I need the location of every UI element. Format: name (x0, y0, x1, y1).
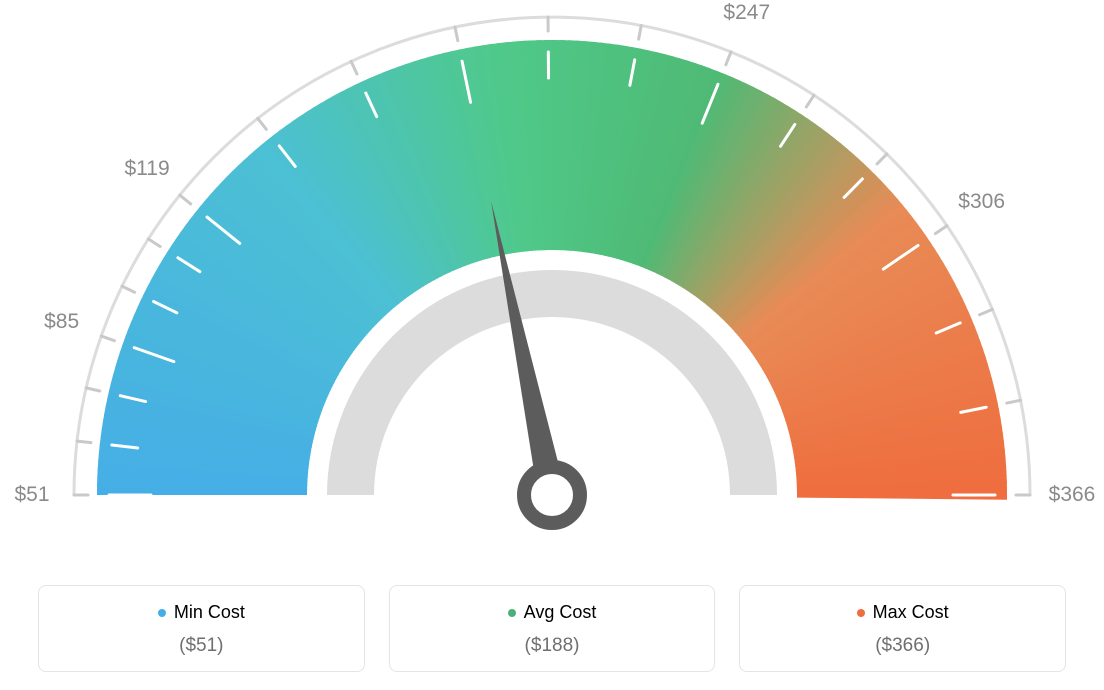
tick-label: $119 (124, 157, 169, 181)
legend-label-max: Max Cost (873, 602, 949, 623)
legend-dot-max (857, 609, 865, 617)
legend-title-max: Max Cost (857, 602, 949, 623)
gauge-svg (0, 0, 1104, 560)
legend-dot-avg (508, 609, 516, 617)
gauge-arc (97, 40, 1007, 500)
legend-value-avg: ($188) (400, 635, 705, 657)
legend-card-avg: Avg Cost ($188) (389, 585, 716, 672)
legend-dot-min (158, 609, 166, 617)
legend-card-max: Max Cost ($366) (739, 585, 1066, 672)
gauge-area: $51$85$119$188$247$306$366 (0, 0, 1104, 560)
legend-value-max: ($366) (750, 635, 1055, 657)
tick-label: $306 (958, 190, 1005, 214)
legend-row: Min Cost ($51) Avg Cost ($188) Max Cost … (38, 585, 1066, 672)
legend-title-avg: Avg Cost (508, 602, 597, 623)
legend-title-min: Min Cost (158, 602, 245, 623)
tick-label: $51 (14, 483, 49, 507)
legend-card-min: Min Cost ($51) (38, 585, 365, 672)
tick-label: $366 (1049, 483, 1096, 507)
legend-value-min: ($51) (49, 635, 354, 657)
legend-label-min: Min Cost (174, 602, 245, 623)
tick-label: $85 (44, 310, 79, 334)
legend-label-avg: Avg Cost (524, 602, 597, 623)
tick-label: $247 (723, 1, 770, 25)
cost-gauge-chart: { "gauge": { "type": "gauge", "center": … (0, 0, 1104, 690)
